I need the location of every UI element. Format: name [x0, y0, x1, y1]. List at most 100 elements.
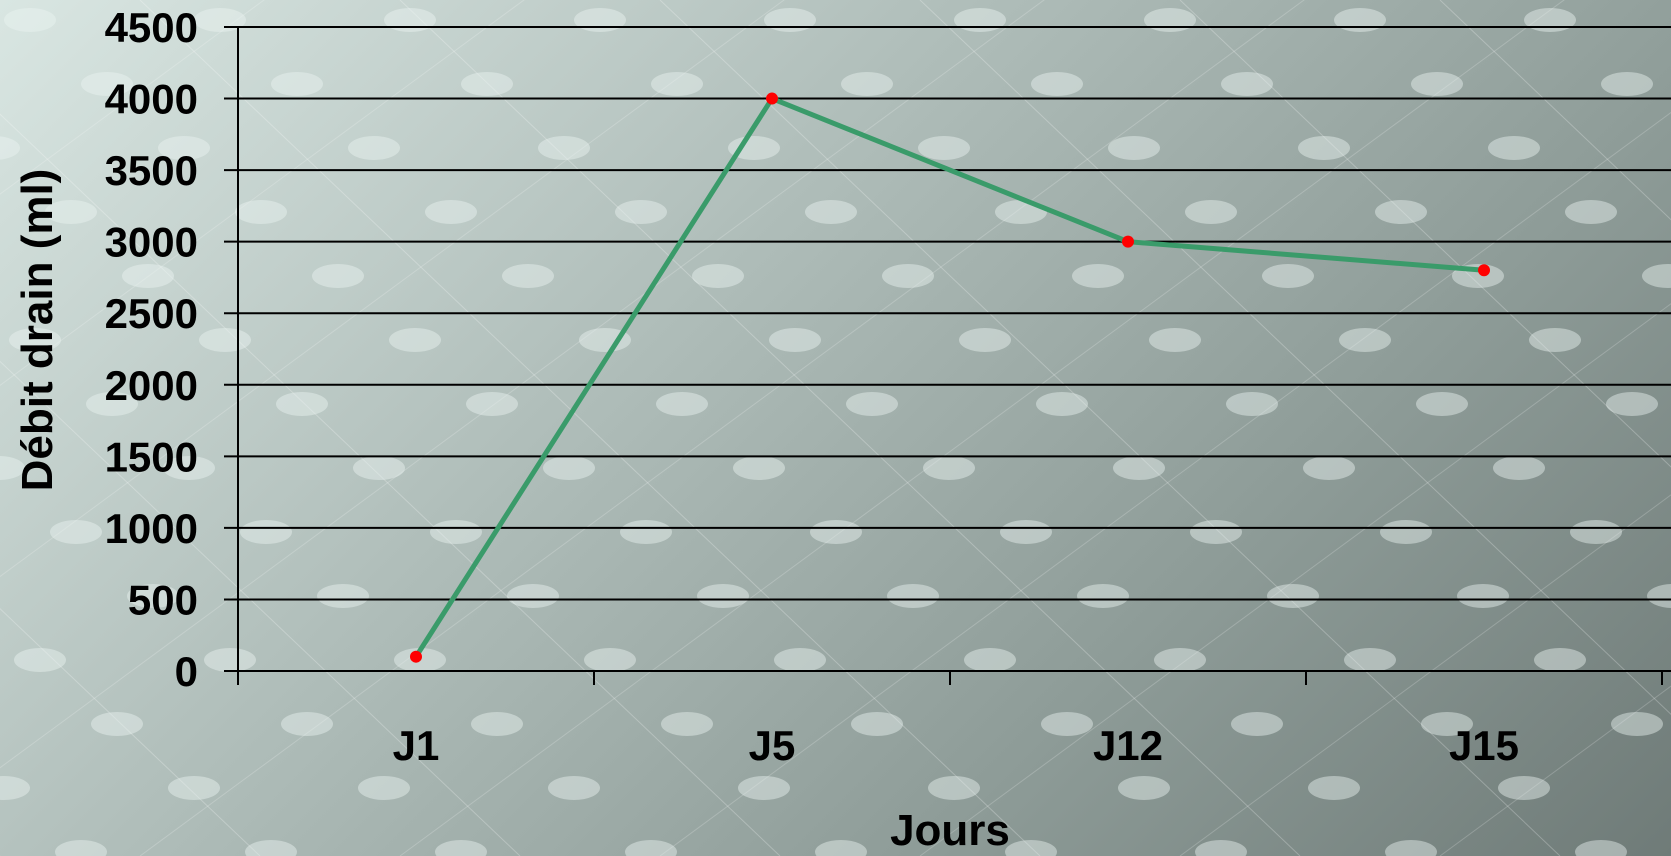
bg-dot — [538, 136, 590, 160]
bg-dot — [122, 264, 174, 288]
bg-dot — [430, 520, 482, 544]
bg-dot — [1190, 520, 1242, 544]
bg-line — [0, 608, 261, 856]
grid-lines — [224, 26, 1671, 672]
y-tick-label: 1000 — [105, 505, 198, 552]
bg-dot — [1226, 392, 1278, 416]
x-tick-label: J1 — [393, 722, 440, 769]
bg-dot — [245, 840, 297, 856]
bg-dot — [1380, 520, 1432, 544]
y-tick-labels: 0 500 1000 1500 2000 2500 3000 3500 4000 4500 — [105, 4, 198, 695]
x-tick-labels: J1 J5 J12 J15 — [393, 722, 1519, 769]
bg-dot — [1113, 456, 1165, 480]
bg-dot — [1606, 392, 1658, 416]
x-tick-label: J5 — [749, 722, 796, 769]
x-tick-label: J15 — [1449, 722, 1519, 769]
bg-dot — [1344, 648, 1396, 672]
bg-dot — [1262, 264, 1314, 288]
y-tick-label: 1500 — [105, 433, 198, 480]
x-tick-label: J12 — [1093, 722, 1163, 769]
data-point — [766, 92, 778, 105]
bg-dot — [651, 72, 703, 96]
y-tick-label: 4500 — [105, 4, 198, 51]
axes — [237, 27, 1671, 685]
bg-dot — [620, 520, 672, 544]
bg-line — [1179, 494, 1671, 856]
bg-dot — [4, 8, 56, 32]
bg-line — [139, 0, 1041, 856]
bg-dot — [1041, 712, 1093, 736]
bg-dot — [1642, 264, 1671, 288]
bg-dot — [1647, 584, 1671, 608]
bg-dot — [86, 392, 138, 416]
bg-dot — [502, 264, 554, 288]
bg-dot — [661, 712, 713, 736]
bg-dot — [1221, 72, 1273, 96]
bg-dot — [1488, 136, 1540, 160]
bg-dot — [158, 136, 210, 160]
bg-line — [399, 0, 1565, 856]
bg-dot — [81, 72, 133, 96]
bg-dot — [271, 72, 323, 96]
bg-dot — [91, 712, 143, 736]
bg-dot — [1108, 136, 1160, 160]
y-tick-label: 0 — [175, 648, 198, 695]
y-tick-label: 2500 — [105, 290, 198, 337]
bg-dot — [738, 776, 790, 800]
bg-dot — [923, 456, 975, 480]
bg-dot — [1118, 776, 1170, 800]
bg-dot — [1570, 520, 1622, 544]
bg-dot — [358, 776, 410, 800]
bg-dot — [163, 456, 215, 480]
bg-dot — [1036, 392, 1088, 416]
bg-dot — [1339, 328, 1391, 352]
bg-line — [1439, 685, 1671, 856]
bg-dot — [1231, 712, 1283, 736]
bg-dot — [769, 328, 821, 352]
bg-dot — [50, 520, 102, 544]
bg-dot — [235, 200, 287, 224]
bg-dot — [276, 392, 328, 416]
data-point — [1478, 264, 1490, 277]
x-axis-title: Jours — [890, 806, 1010, 855]
bg-line — [0, 0, 265, 195]
bg-dot — [882, 264, 934, 288]
y-tick-label: 500 — [128, 576, 198, 623]
bg-dot — [1072, 264, 1124, 288]
bg-dot — [1005, 840, 1057, 856]
bg-dot — [1421, 712, 1473, 736]
bg-dot — [692, 264, 744, 288]
bg-dot — [1411, 72, 1463, 96]
data-point — [1122, 235, 1134, 248]
bg-dot — [1149, 328, 1201, 352]
bg-dot — [733, 456, 785, 480]
bg-dot — [1575, 840, 1627, 856]
bg-line — [0, 0, 1180, 856]
bg-dot — [0, 136, 20, 160]
bg-dot — [1303, 456, 1355, 480]
bg-dot — [471, 712, 523, 736]
bg-dot — [579, 328, 631, 352]
bg-dot — [1529, 328, 1581, 352]
bg-dot — [55, 840, 107, 856]
bg-dot — [353, 456, 405, 480]
bg-dot — [1416, 392, 1468, 416]
bg-line — [1439, 0, 1671, 221]
y-axis-title: Débit drain (ml) — [13, 169, 62, 492]
bg-dot — [1493, 456, 1545, 480]
y-tick-label: 3000 — [105, 219, 198, 266]
bg-dot — [0, 456, 25, 480]
bg-dot — [1611, 712, 1663, 736]
bg-dot — [810, 520, 862, 544]
bg-dot — [1077, 584, 1129, 608]
bg-dot — [548, 776, 600, 800]
bg-dot — [851, 712, 903, 736]
bg-dot — [815, 840, 867, 856]
bg-dot — [615, 200, 667, 224]
bg-dot — [312, 264, 364, 288]
bg-line — [1179, 0, 1671, 468]
bg-dot — [435, 840, 487, 856]
bg-line — [0, 113, 781, 856]
